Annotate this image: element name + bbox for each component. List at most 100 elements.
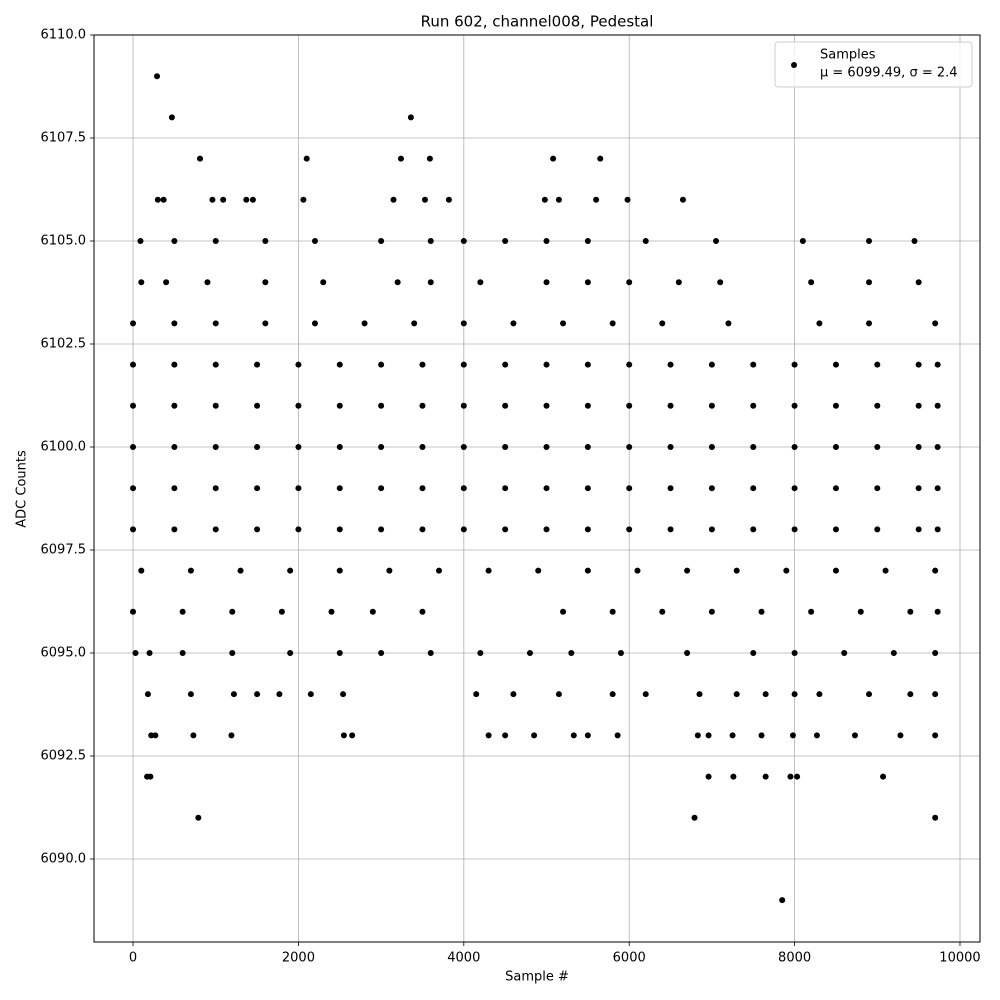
sample-point	[880, 773, 887, 780]
sample-point	[243, 196, 250, 203]
sample-point	[543, 279, 550, 286]
sample-point	[584, 361, 591, 368]
sample-point	[137, 237, 144, 244]
sample-point	[152, 732, 159, 739]
sample-point	[758, 608, 765, 615]
x-tick-label: 8000	[778, 951, 811, 966]
sample-point	[705, 773, 712, 780]
sample-point	[130, 608, 137, 615]
sample-point	[791, 526, 798, 533]
sample-point	[832, 567, 839, 574]
sample-point	[866, 320, 873, 327]
sample-point	[679, 196, 686, 203]
sample-point	[171, 320, 178, 327]
chart-title: Run 602, channel008, Pedestal	[421, 13, 654, 31]
y-tick-label: 6102.5	[41, 336, 87, 351]
sample-point	[171, 402, 178, 409]
sample-point	[328, 608, 335, 615]
sample-point	[584, 732, 591, 739]
sample-point	[262, 320, 269, 327]
y-tick-label: 6092.5	[41, 748, 87, 763]
sample-point	[378, 402, 385, 409]
sample-point	[609, 608, 616, 615]
x-tick-label: 4000	[447, 951, 480, 966]
sample-point	[220, 196, 227, 203]
sample-point	[934, 608, 941, 615]
points	[130, 73, 941, 904]
sample-point	[543, 485, 550, 492]
x-tick-label: 0	[129, 951, 137, 966]
sample-point	[336, 485, 343, 492]
sample-point	[791, 649, 798, 656]
sample-point	[617, 649, 624, 656]
sample-point	[130, 402, 137, 409]
sample-point	[212, 526, 219, 533]
sample-point	[228, 732, 235, 739]
sample-point	[750, 443, 757, 450]
sample-point	[609, 691, 616, 698]
sample-point	[419, 485, 426, 492]
sample-point	[762, 691, 769, 698]
sample-point	[212, 485, 219, 492]
sample-point	[209, 196, 216, 203]
sample-point	[421, 196, 428, 203]
sample-point	[336, 443, 343, 450]
sample-point	[502, 485, 509, 492]
sample-point	[340, 691, 347, 698]
sample-point	[427, 237, 434, 244]
sample-point	[890, 649, 897, 656]
grid	[94, 34, 980, 942]
sample-point	[179, 608, 186, 615]
sample-point	[791, 691, 798, 698]
sample-point	[832, 402, 839, 409]
sample-point	[684, 567, 691, 574]
sample-point	[510, 320, 517, 327]
sample-point	[705, 732, 712, 739]
legend: Samples μ = 6099.49, σ = 2.4	[774, 41, 973, 88]
sample-point	[336, 526, 343, 533]
y-tick-label: 6090.0	[41, 851, 87, 866]
sample-point	[866, 279, 873, 286]
sample-point	[857, 608, 864, 615]
sample-point	[787, 773, 794, 780]
sample-point	[307, 691, 314, 698]
sample-point	[694, 732, 701, 739]
sample-point	[584, 279, 591, 286]
sample-point	[378, 237, 385, 244]
sample-point	[733, 691, 740, 698]
sample-point	[560, 320, 567, 327]
sample-point	[813, 732, 820, 739]
sample-point	[171, 526, 178, 533]
sample-point	[667, 443, 674, 450]
sample-point	[427, 279, 434, 286]
sample-point	[349, 732, 356, 739]
sample-point	[934, 402, 941, 409]
sample-point	[160, 196, 167, 203]
sample-point	[287, 567, 294, 574]
sample-point	[725, 320, 732, 327]
sample-point	[295, 443, 302, 450]
y-axis-label: ADC Counts	[15, 450, 30, 528]
legend-label: Samples	[820, 48, 876, 63]
sample-point	[369, 608, 376, 615]
sample-point	[794, 773, 801, 780]
sample-point	[626, 279, 633, 286]
sample-point	[130, 485, 137, 492]
sample-point	[568, 649, 575, 656]
sample-point	[584, 237, 591, 244]
sample-point	[659, 608, 666, 615]
sample-point	[138, 279, 145, 286]
sample-point	[146, 649, 153, 656]
sample-point	[531, 732, 538, 739]
sample-point	[816, 320, 823, 327]
sample-point	[708, 526, 715, 533]
sample-point	[254, 526, 261, 533]
sample-point	[708, 361, 715, 368]
sample-point	[762, 773, 769, 780]
sample-point	[526, 649, 533, 656]
sample-point	[237, 567, 244, 574]
sample-point	[758, 732, 765, 739]
x-axis-label: Sample #	[505, 970, 569, 985]
sample-point	[287, 649, 294, 656]
